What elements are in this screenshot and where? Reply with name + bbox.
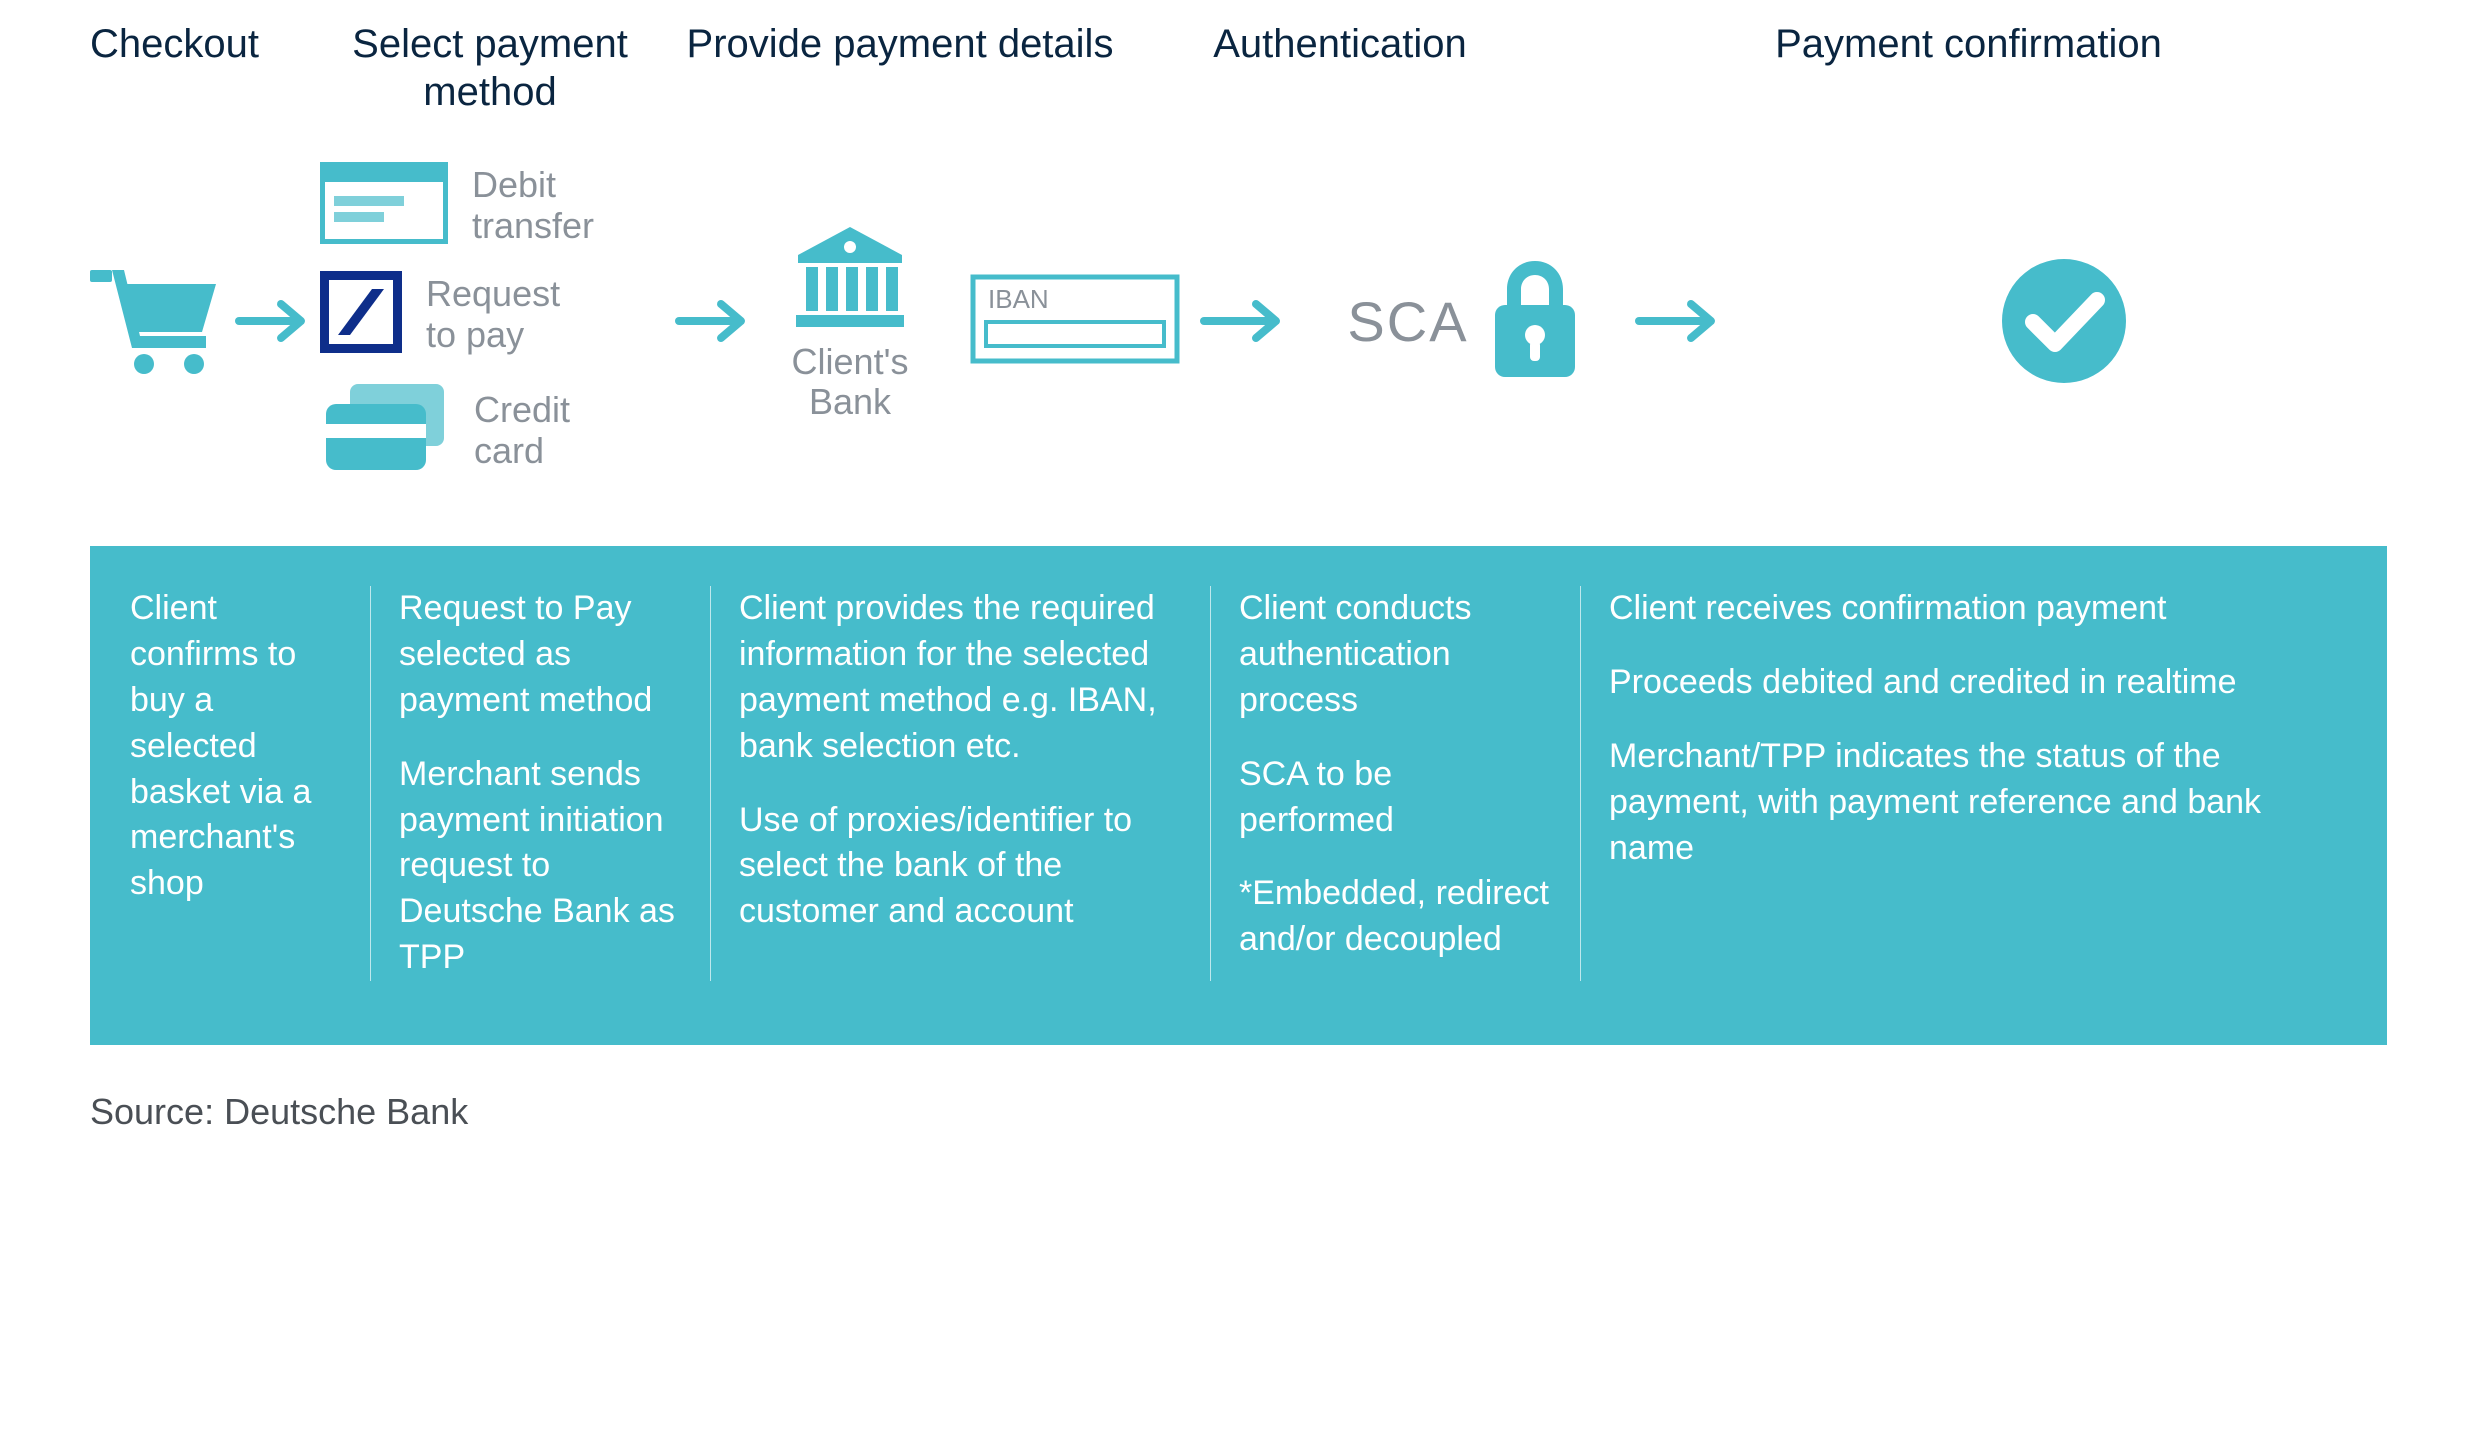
bank-label: Client's Bank (770, 342, 930, 421)
flow-row: Debit transfer Request to pay (90, 156, 2387, 486)
svg-text:IBAN: IBAN (988, 284, 1049, 314)
bank-icon (790, 221, 910, 334)
desc-col-details: Client provides the required information… (710, 586, 1210, 981)
db-logo-icon (320, 271, 402, 358)
pm-credit-card: Credit card (320, 380, 660, 481)
desc-text: Client receives confirmation payment (1609, 586, 2319, 632)
bank-iban-group: Client's Bank IBAN (770, 221, 1180, 421)
desc-col-checkout: Client confirms to buy a selected basket… (130, 586, 370, 981)
pm-label: Debit transfer (472, 164, 622, 247)
lock-icon (1487, 257, 1583, 386)
arrow-icon (1620, 296, 1740, 346)
debit-transfer-icon (320, 162, 448, 249)
pm-debit-transfer: Debit transfer (320, 162, 660, 249)
desc-text: Merchant/TPP indicates the status of the… (1609, 734, 2319, 872)
desc-text: SCA to be performed (1239, 752, 1552, 844)
desc-text: Proceeds debited and credited in realtim… (1609, 660, 2319, 706)
desc-text: Request to Pay selected as payment metho… (399, 586, 682, 724)
step-title-authentication: Authentication (1130, 20, 1550, 116)
desc-text: Client confirms to buy a selected basket… (130, 586, 342, 907)
desc-text: Client conducts authentication process (1239, 586, 1552, 724)
step-title-provide-details: Provide payment details (670, 20, 1130, 116)
step-headers: Checkout Select payment method Provide p… (90, 20, 2387, 116)
sca-group: SCA (1310, 257, 1620, 386)
pm-label: Request to pay (426, 273, 586, 356)
step-title-select-method: Select payment method (310, 20, 670, 116)
desc-text: Client provides the required information… (739, 586, 1182, 770)
desc-col-confirm: Client receives confirmation payment Pro… (1580, 586, 2347, 981)
desc-text: Use of proxies/identifier to select the … (739, 798, 1182, 936)
desc-col-select: Request to Pay selected as payment metho… (370, 586, 710, 981)
desc-col-auth: Client conducts authentication process S… (1210, 586, 1580, 981)
iban-field-icon: IBAN (970, 274, 1180, 369)
cart-icon (90, 264, 230, 379)
pm-request-to-pay: Request to pay (320, 271, 660, 358)
desc-text: *Embedded, redirect and/or decoupled (1239, 871, 1552, 963)
arrow-icon (1180, 296, 1310, 346)
sca-label: SCA (1347, 289, 1468, 354)
step-title-confirmation: Payment confirmation (1550, 20, 2387, 116)
checkmark-icon (1740, 256, 2387, 386)
desc-text: Merchant sends payment initiation reques… (399, 752, 682, 981)
arrow-icon (660, 296, 770, 346)
pm-label: Credit card (474, 389, 624, 472)
credit-card-icon (320, 380, 450, 481)
payment-methods: Debit transfer Request to pay (320, 162, 660, 481)
source-attribution: Source: Deutsche Bank (90, 1091, 2387, 1133)
description-panel: Client confirms to buy a selected basket… (90, 546, 2387, 1045)
step-title-checkout: Checkout (90, 20, 310, 116)
arrow-icon (230, 296, 320, 346)
